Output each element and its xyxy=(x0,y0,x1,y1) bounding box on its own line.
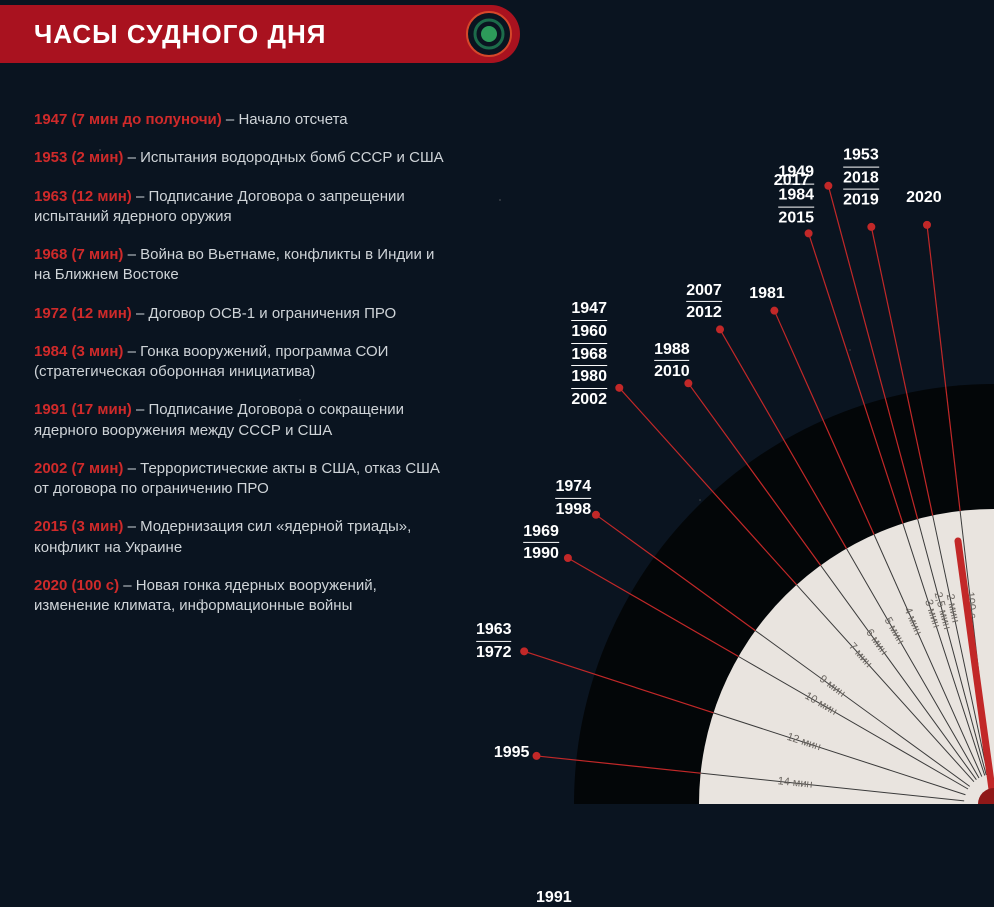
clock-year-label: 2017 xyxy=(774,172,810,190)
clock-year-label: 1981 xyxy=(749,285,785,303)
clock-year-label: 1995 xyxy=(494,744,530,762)
globe-icon xyxy=(466,11,512,57)
clock-year-label: 1991 xyxy=(536,889,572,907)
clock-year-group: 195320182019 xyxy=(843,145,879,212)
clock-year-group: 19691990 xyxy=(523,520,559,564)
clock-year-group: 19471960196819802002 xyxy=(571,298,607,410)
header-bar: ЧАСЫ СУДНОГО ДНЯ xyxy=(0,5,520,63)
event-item: 2015 (3 мин) – Модернизация сил «ядерной… xyxy=(34,517,454,558)
clock-year-label: 2020 xyxy=(906,189,942,207)
event-item: 1947 (7 мин до полуночи) – Начало отсчет… xyxy=(34,110,454,130)
event-item: 2020 (100 с) – Новая гонка ядерных воору… xyxy=(34,576,454,617)
clock-year-group: 19741998 xyxy=(556,476,592,520)
clock-year-group: 19882010 xyxy=(654,339,690,383)
page-title: ЧАСЫ СУДНОГО ДНЯ xyxy=(34,19,327,50)
event-item: 1984 (3 мин) – Гонка вооружений, програм… xyxy=(34,342,454,383)
event-item: 1972 (12 мин) – Договор ОСВ-1 и ограниче… xyxy=(34,304,454,324)
event-item: 1963 (12 мин) – Подписание Договора о за… xyxy=(34,187,454,228)
events-list: 1947 (7 мин до полуночи) – Начало отсчет… xyxy=(34,110,454,634)
event-item: 2002 (7 мин) – Террористические акты в С… xyxy=(34,459,454,500)
clock-year-group: 20072012 xyxy=(686,280,722,324)
header: ЧАСЫ СУДНОГО ДНЯ xyxy=(0,0,994,68)
event-item: 1953 (2 мин) – Испытания водородных бомб… xyxy=(34,148,454,168)
event-item: 1991 (17 мин) – Подписание Договора о со… xyxy=(34,400,454,441)
clock-year-group: 19631972 xyxy=(476,619,512,663)
event-item: 1968 (7 мин) – Война во Вьетнаме, конфли… xyxy=(34,245,454,286)
